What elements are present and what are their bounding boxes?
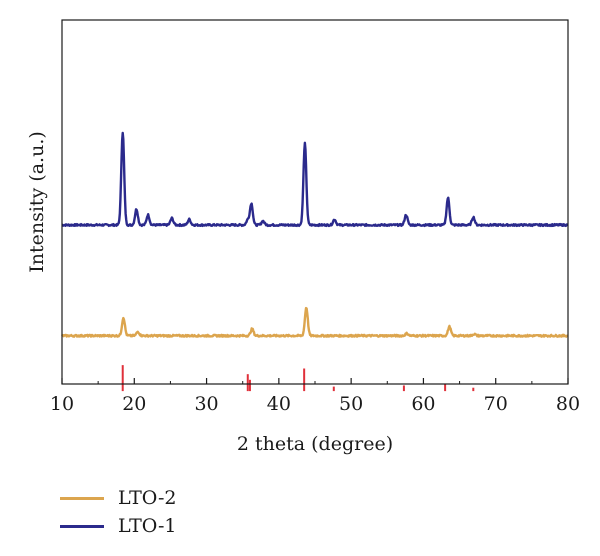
legend-swatch-lto-1 [60,524,104,528]
legend-item-lto-1: LTO-1 [60,512,177,540]
x-tick-label: 20 [122,393,146,415]
series-line-lto-2 [60,306,569,338]
x-tick-label: 40 [267,393,291,415]
x-tick-label: 50 [339,393,363,415]
x-axis-ticks: 10 20 30 40 50 60 70 80 [50,378,580,415]
y-axis-label: Intensity (a.u.) [26,131,48,273]
x-tick-label: 70 [484,393,508,415]
plot-frame [61,19,569,385]
legend: LTO-2 LTO-1 [60,484,177,540]
series-line-lto-1 [61,131,569,228]
trace-group [60,131,569,392]
legend-label-lto-2: LTO-2 [118,487,177,509]
legend-item-lto-2: LTO-2 [60,484,177,512]
legend-swatch-lto-2 [60,496,104,500]
x-axis-label: 2 theta (degree) [237,433,393,455]
x-tick-label: 30 [194,393,218,415]
x-tick-label: 80 [556,393,580,415]
x-tick-label: 10 [50,393,74,415]
x-tick-label: 60 [411,393,435,415]
legend-label-lto-1: LTO-1 [118,515,177,537]
